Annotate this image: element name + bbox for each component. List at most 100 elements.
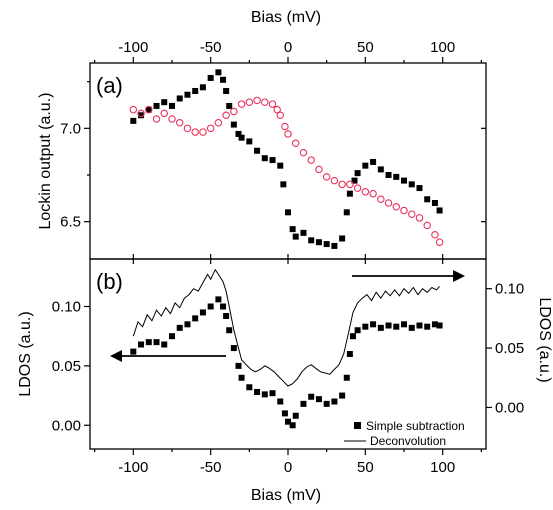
data-point-square: [346, 351, 353, 357]
data-point-circle: [168, 115, 176, 123]
data-point-circle: [377, 195, 385, 204]
data-point-square: [424, 323, 431, 330]
data-point-square: [354, 327, 361, 334]
data-point-square: [261, 391, 268, 398]
data-point-square: [235, 130, 242, 137]
data-point-square: [408, 324, 415, 331]
deconvolution-line: [132, 268, 440, 387]
data-point-square: [192, 88, 199, 94]
data-point-square: [300, 229, 307, 236]
data-point-square: [292, 412, 299, 419]
data-point-circle: [160, 109, 169, 118]
data-point-circle: [237, 100, 246, 108]
data-point-circle: [415, 214, 424, 222]
data-point-square: [145, 339, 152, 346]
data-point-square: [401, 321, 408, 328]
data-point-square: [184, 91, 191, 98]
data-point-square: [153, 102, 160, 109]
data-point-square: [215, 69, 222, 76]
data-point-square: [408, 181, 415, 188]
data-point-square: [323, 400, 330, 407]
data-point-square: [153, 339, 160, 346]
data-point-square: [254, 147, 261, 154]
data-point-square: [277, 162, 284, 169]
data-point-square: [184, 321, 191, 328]
data-point-circle: [129, 105, 138, 114]
data-point-square: [176, 95, 183, 102]
left-arrow: [110, 350, 226, 362]
bottom-x-tick-label: 0: [284, 459, 292, 476]
data-point-circle: [230, 107, 238, 116]
data-point-square: [226, 327, 233, 334]
data-point-square: [168, 333, 175, 340]
data-point-square: [238, 374, 245, 381]
data-point-square: [289, 226, 296, 233]
data-point-square: [223, 88, 230, 94]
panel-b-left-y-axis-title: LDOS (a.u.): [17, 311, 34, 396]
data-point-circle: [384, 199, 393, 207]
data-point-square: [269, 157, 276, 164]
panel-a-label: (a): [96, 73, 123, 98]
top-x-axis-title: Bias (mV): [251, 9, 321, 26]
panel-b-left-y-tick-label: 0.10: [52, 299, 81, 316]
panel-a-frame: [89, 62, 487, 260]
top-x-tick-label: 0: [284, 39, 292, 56]
data-point-square: [362, 323, 369, 330]
data-point-circle: [273, 105, 281, 114]
series-layer: [129, 69, 444, 429]
data-point-circle: [183, 124, 192, 133]
data-point-circle: [369, 189, 377, 198]
data-point-circle: [245, 98, 254, 106]
top-x-tick-label: -100: [118, 39, 148, 56]
data-point-square: [199, 84, 206, 91]
data-point-circle: [214, 118, 223, 127]
data-point-circle: [199, 128, 207, 136]
bottom-x-tick-label: -50: [200, 459, 222, 476]
data-point-square: [281, 410, 288, 417]
data-point-square: [235, 362, 242, 369]
data-point-circle: [330, 176, 339, 185]
data-point-square: [436, 207, 443, 214]
data-point-square: [346, 190, 353, 197]
data-point-circle: [145, 105, 153, 114]
data-point-square: [289, 422, 296, 429]
data-point-square: [199, 309, 206, 316]
data-point-square: [246, 384, 253, 391]
data-point-circle: [361, 188, 370, 196]
data-point-circle: [222, 111, 230, 120]
top-x-tick-label: 50: [357, 39, 374, 56]
data-point-square: [401, 177, 408, 184]
data-point-circle: [346, 180, 354, 189]
data-point-square: [220, 303, 227, 310]
data-point-circle: [206, 124, 215, 133]
data-point-circle: [281, 122, 289, 131]
data-point-square: [393, 173, 400, 180]
data-point-square: [424, 196, 431, 203]
top-x-tick-label: -50: [200, 39, 222, 56]
data-point-square: [315, 239, 322, 246]
data-point-square: [130, 117, 137, 124]
data-point-circle: [253, 96, 261, 105]
data-point-circle: [407, 210, 416, 218]
data-point-square: [226, 102, 233, 109]
data-point-square: [339, 235, 346, 242]
data-point-square: [308, 393, 315, 400]
data-point-circle: [152, 115, 161, 123]
data-point-square: [192, 315, 199, 322]
data-point-circle: [431, 230, 439, 239]
panel-b-series-1: [132, 268, 440, 387]
data-point-square: [269, 390, 276, 397]
data-point-square: [161, 341, 168, 348]
panel-a-series-0: [130, 69, 443, 249]
panel-a-y-tick-label: 6.5: [60, 214, 81, 231]
data-point-square: [300, 400, 307, 407]
data-point-square: [246, 138, 253, 145]
data-point-square: [370, 158, 377, 165]
data-point-circle: [392, 202, 401, 211]
data-point-square: [215, 296, 222, 303]
data-point-square: [385, 172, 392, 178]
data-point-circle: [322, 173, 331, 181]
data-point-square: [370, 321, 377, 328]
top-x-tick-label: 100: [430, 39, 455, 56]
data-point-circle: [191, 128, 199, 136]
